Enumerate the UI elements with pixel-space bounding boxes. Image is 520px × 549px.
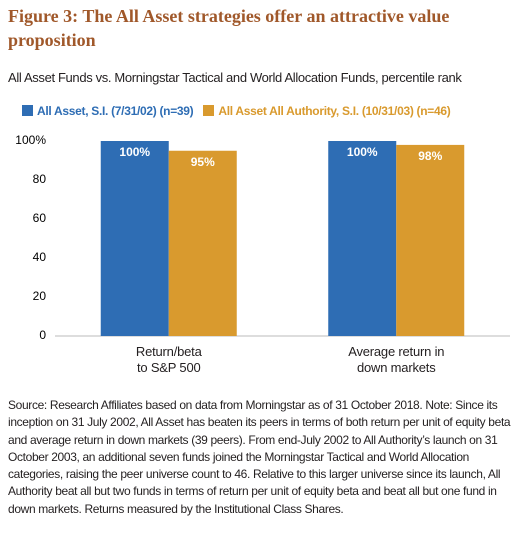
x-tick-label: Return/beta to S&P 500 [135,344,202,375]
legend-label: All Asset All Authority, S.I. (10/31/03)… [218,104,451,118]
bar [396,144,465,336]
bar [168,150,237,336]
x-tick-label: Average return in down markets [348,344,445,375]
value-label: 98% [418,149,442,163]
chart: 0 20 40 60 80 100% 100% 95% 100% 98% [15,133,510,342]
y-tick-label: 20 [33,289,47,303]
legend-swatch [203,105,215,116]
y-tick-label: 80 [33,172,47,186]
y-tick-label: 100% [15,133,46,147]
legend: All Asset, S.I. (7/31/02) (n=39) All Asse… [22,104,517,118]
source-note: Source: Research Affiliates based on dat… [8,398,511,516]
value-label: 95% [191,155,215,169]
y-tick-label: 60 [33,211,47,225]
chart-title: Figure 3: The All Asset strategies offer… [8,6,450,50]
value-label: 100% [119,145,150,159]
value-label: 100% [347,145,378,159]
legend-item: All Asset, S.I. (7/31/02) (n=39) [22,104,194,118]
y-tick-label: 40 [33,250,47,264]
legend-item: All Asset All Authority, S.I. (10/31/03)… [203,104,451,118]
legend-label: All Asset, S.I. (7/31/02) (n=39) [37,104,194,118]
chart-subtitle: All Asset Funds vs. Morningstar Tactical… [8,70,462,85]
bar [328,141,397,336]
y-tick-label: 0 [39,328,46,342]
legend-swatch [22,105,33,116]
bar [100,141,169,336]
